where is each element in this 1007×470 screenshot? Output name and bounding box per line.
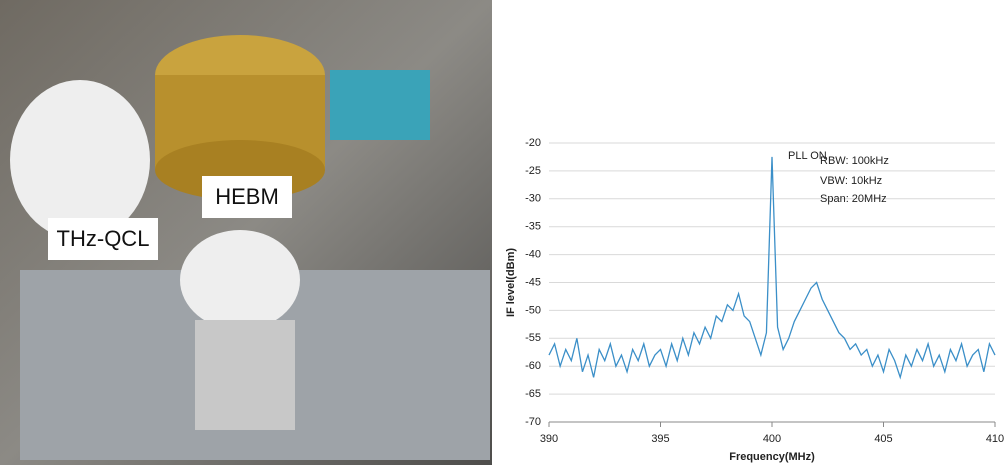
annotation: Span: 20MHz [820,193,887,205]
y-tick-label: -60 [525,360,541,372]
photo: THz-QCL HEBM [0,0,492,465]
page: THz-QCL HEBM -70 -65 -60 -55 -50 -45 -40 -35 -30… [0,0,1007,465]
y-tick-label: -30 [525,193,541,205]
x-tick-label: 405 [874,433,892,445]
annotation: RBW: 100kHz [820,155,889,167]
y-tick-label: -40 [525,249,541,261]
photo-label: THz-QCL [57,226,150,251]
y-tick-label: -55 [525,332,541,344]
y-tick-label: -65 [525,388,541,400]
x-axis-label: Frequency(MHz) [729,451,815,463]
x-tick-label: 390 [540,433,558,445]
y-tick-label: -25 [525,165,541,177]
x-tick-label: 410 [986,433,1004,445]
towel [10,80,150,240]
y-tick-label: -70 [525,416,541,428]
y-tick-label: -20 [525,137,541,149]
x-tick-label: 400 [763,433,781,445]
y-tick-label: -35 [525,221,541,233]
annotation: VBW: 10kHz [820,175,882,187]
x-tick-label: 395 [651,433,669,445]
mixer-block [195,320,295,430]
y-tick-label: -45 [525,276,541,288]
y-axis-label: IF level(dBm) [505,248,517,317]
figure: THz-QCL HEBM -70 -65 -60 -55 -50 -45 -40 -35 -30… [0,0,1007,465]
chart: -70 -65 -60 -55 -50 -45 -40 -35 -30 -25 -20 390 395 4… [505,137,1004,463]
photo-label: HEBM [215,184,279,209]
y-tick-label: -50 [525,304,541,316]
towel [180,230,300,330]
data-line [549,157,995,377]
oscilloscope [330,70,430,140]
